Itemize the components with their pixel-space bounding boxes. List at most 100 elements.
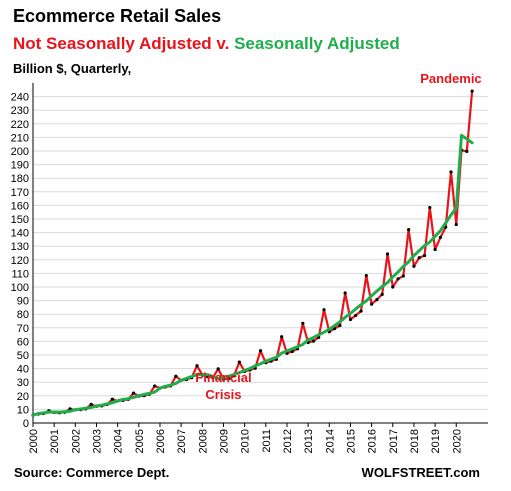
- series-seasonally-adjusted: [31, 133, 474, 417]
- x-tick-label: 2000: [28, 429, 40, 453]
- x-tick-label: 2011: [261, 429, 273, 453]
- data-point: [375, 298, 379, 302]
- data-point: [311, 339, 316, 343]
- y-tick-label: 100: [11, 282, 29, 294]
- x-tick-label: 2013: [303, 429, 315, 453]
- x-tick-label: 2002: [70, 429, 82, 453]
- x-axis-ticks: 2000 2001 2002 2003 2004 2005 2006 2007 2008 2009…: [28, 423, 463, 453]
- units-label: Billion $, Quarterly,: [13, 61, 132, 76]
- y-tick-label: 210: [11, 132, 29, 144]
- data-point: [385, 252, 390, 256]
- x-tick-label: 2004: [113, 429, 125, 453]
- y-tick-label: 60: [17, 336, 29, 348]
- data-point: [422, 253, 427, 258]
- y-tick-label: 190: [11, 160, 29, 172]
- y-tick-label: 120: [11, 255, 29, 267]
- data-point: [343, 291, 347, 295]
- subtitle-nsa: Not Seasonally Adjusted: [13, 34, 212, 53]
- data-point: [364, 273, 368, 278]
- data-point: [338, 323, 342, 328]
- data-point: [322, 308, 326, 312]
- data-point: [348, 317, 353, 322]
- data-point: [354, 313, 358, 318]
- annotation-label: Crisis: [205, 387, 241, 402]
- data-point: [401, 274, 405, 278]
- data-point: [465, 149, 469, 154]
- y-tick-label: 80: [17, 309, 29, 321]
- data-point: [216, 367, 220, 371]
- y-tick-label: 200: [11, 146, 29, 158]
- x-tick-label: 2008: [197, 429, 209, 453]
- annotation-label: Pandemic: [420, 71, 481, 86]
- x-tick-label: 2012: [282, 429, 294, 453]
- x-tick-label: 2010: [240, 429, 252, 453]
- x-tick-label: 2019: [430, 429, 442, 453]
- x-tick-label: 2007: [176, 429, 188, 453]
- data-point: [301, 321, 305, 325]
- data-point: [174, 374, 178, 378]
- data-point: [433, 247, 437, 252]
- x-tick-label: 2003: [91, 429, 103, 453]
- data-point: [195, 364, 199, 368]
- annotation-label: Financial: [195, 370, 251, 385]
- x-tick-label: 2020: [451, 429, 463, 453]
- data-point: [89, 402, 93, 406]
- y-tick-label: 170: [11, 187, 29, 199]
- data-point: [412, 264, 416, 268]
- y-tick-label: 10: [17, 404, 29, 416]
- data-point: [407, 228, 411, 232]
- x-tick-label: 2006: [155, 429, 167, 453]
- brand-credit: WOLFSTREET.com: [361, 465, 480, 480]
- x-tick-label: 2014: [324, 429, 336, 453]
- y-tick-label: 240: [11, 92, 29, 104]
- x-tick-label: 2015: [345, 429, 357, 453]
- data-point: [258, 349, 263, 353]
- data-point: [237, 360, 241, 364]
- axes: [32, 83, 488, 424]
- data-point: [470, 89, 474, 93]
- chart-subtitle: Not Seasonally Adjusted v. Seasonally Ad…: [13, 34, 400, 54]
- data-point: [449, 170, 453, 174]
- x-tick-label: 2001: [49, 429, 61, 453]
- y-tick-label: 20: [17, 391, 29, 403]
- x-tick-label: 2018: [409, 429, 421, 453]
- y-axis-ticks: 0102030405060708090100110120130140150160…: [11, 92, 29, 430]
- data-point: [110, 397, 114, 401]
- y-tick-label: 180: [11, 173, 29, 185]
- chart-title: Ecommerce Retail Sales: [13, 6, 222, 26]
- x-tick-label: 2005: [134, 429, 146, 453]
- data-point: [280, 335, 284, 339]
- data-point: [454, 222, 458, 227]
- grid-lines: [33, 96, 488, 424]
- y-tick-label: 70: [17, 323, 29, 335]
- y-tick-label: 90: [17, 296, 29, 308]
- data-point: [380, 292, 384, 296]
- y-tick-label: 230: [11, 105, 29, 117]
- y-tick-label: 150: [11, 214, 29, 226]
- source-note: Source: Commerce Dept.: [14, 465, 170, 480]
- x-tick-label: 2017: [388, 429, 400, 453]
- y-tick-label: 110: [11, 268, 29, 280]
- y-tick-label: 220: [11, 119, 29, 131]
- annotations: Financial Crisis Pandemic: [195, 71, 481, 402]
- data-point: [359, 309, 363, 313]
- y-tick-label: 130: [11, 241, 29, 253]
- series-lines: [31, 89, 474, 417]
- y-tick-label: 140: [11, 228, 29, 240]
- y-tick-label: 40: [17, 364, 29, 376]
- data-point: [370, 302, 374, 306]
- data-point: [227, 377, 231, 381]
- y-tick-label: 160: [11, 200, 29, 212]
- data-point: [396, 277, 400, 281]
- y-tick-label: 0: [23, 418, 29, 430]
- data-point: [153, 384, 157, 388]
- data-point: [438, 235, 442, 239]
- data-point: [391, 285, 395, 289]
- subtitle-sa: Seasonally Adjusted: [234, 34, 400, 53]
- x-tick-label: 2016: [367, 429, 379, 453]
- subtitle-joiner: v.: [211, 34, 235, 53]
- y-tick-label: 50: [17, 350, 29, 362]
- x-tick-label: 2009: [218, 429, 230, 453]
- data-point: [428, 205, 432, 210]
